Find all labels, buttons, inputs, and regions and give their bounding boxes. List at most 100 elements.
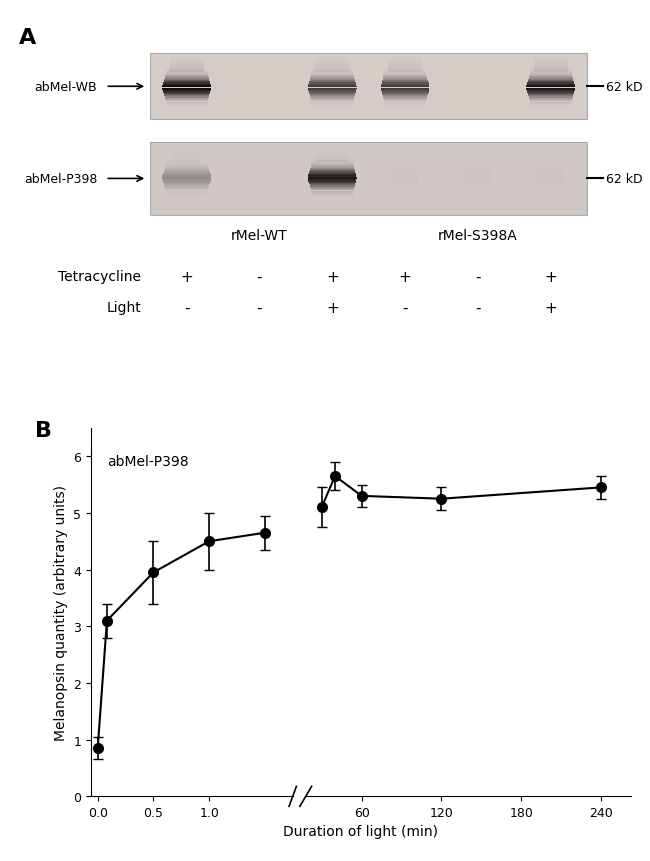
FancyBboxPatch shape <box>310 96 355 97</box>
Text: -: - <box>475 269 480 284</box>
FancyBboxPatch shape <box>528 79 573 81</box>
FancyBboxPatch shape <box>165 189 208 190</box>
FancyBboxPatch shape <box>309 95 355 96</box>
FancyBboxPatch shape <box>162 181 211 183</box>
FancyBboxPatch shape <box>392 178 419 180</box>
FancyBboxPatch shape <box>311 77 354 78</box>
FancyBboxPatch shape <box>164 171 209 172</box>
FancyBboxPatch shape <box>526 84 575 86</box>
FancyBboxPatch shape <box>392 174 419 177</box>
FancyBboxPatch shape <box>392 177 419 178</box>
FancyBboxPatch shape <box>309 94 356 95</box>
Text: -: - <box>257 300 262 316</box>
FancyBboxPatch shape <box>311 166 354 167</box>
FancyBboxPatch shape <box>310 78 354 79</box>
FancyBboxPatch shape <box>308 86 356 87</box>
FancyBboxPatch shape <box>534 65 567 67</box>
Text: +: + <box>398 269 411 284</box>
FancyBboxPatch shape <box>538 178 564 180</box>
FancyBboxPatch shape <box>170 65 203 67</box>
FancyBboxPatch shape <box>381 90 429 91</box>
FancyBboxPatch shape <box>309 183 356 185</box>
FancyBboxPatch shape <box>164 95 209 96</box>
FancyBboxPatch shape <box>465 178 491 180</box>
FancyBboxPatch shape <box>384 102 426 103</box>
FancyBboxPatch shape <box>528 97 573 98</box>
FancyBboxPatch shape <box>530 101 572 102</box>
FancyBboxPatch shape <box>529 77 572 78</box>
FancyBboxPatch shape <box>163 174 210 175</box>
FancyBboxPatch shape <box>309 82 356 84</box>
FancyBboxPatch shape <box>309 172 356 174</box>
FancyBboxPatch shape <box>166 74 208 76</box>
FancyBboxPatch shape <box>528 95 573 96</box>
Text: -: - <box>257 269 262 284</box>
Text: rMel-S398A: rMel-S398A <box>438 229 518 243</box>
FancyBboxPatch shape <box>308 91 356 92</box>
FancyBboxPatch shape <box>311 76 354 77</box>
FancyBboxPatch shape <box>166 73 207 74</box>
FancyBboxPatch shape <box>311 190 354 191</box>
FancyBboxPatch shape <box>528 81 573 82</box>
FancyBboxPatch shape <box>309 174 356 175</box>
FancyBboxPatch shape <box>162 180 211 181</box>
FancyBboxPatch shape <box>315 71 349 72</box>
FancyBboxPatch shape <box>526 86 575 87</box>
FancyBboxPatch shape <box>526 91 575 92</box>
FancyBboxPatch shape <box>527 92 574 94</box>
FancyBboxPatch shape <box>309 171 355 172</box>
FancyBboxPatch shape <box>164 188 209 189</box>
FancyBboxPatch shape <box>526 87 575 89</box>
FancyBboxPatch shape <box>384 98 426 100</box>
Text: +: + <box>544 300 557 316</box>
FancyBboxPatch shape <box>164 185 209 186</box>
FancyBboxPatch shape <box>308 175 356 176</box>
FancyBboxPatch shape <box>311 167 354 169</box>
FancyBboxPatch shape <box>538 181 564 183</box>
FancyBboxPatch shape <box>309 92 356 94</box>
FancyBboxPatch shape <box>165 100 208 101</box>
FancyBboxPatch shape <box>162 84 211 86</box>
Text: A: A <box>20 28 36 48</box>
FancyBboxPatch shape <box>165 167 208 169</box>
FancyBboxPatch shape <box>381 91 429 92</box>
FancyBboxPatch shape <box>164 81 209 82</box>
FancyBboxPatch shape <box>164 94 210 95</box>
FancyBboxPatch shape <box>382 95 428 96</box>
FancyBboxPatch shape <box>382 92 428 94</box>
FancyBboxPatch shape <box>384 73 426 74</box>
FancyBboxPatch shape <box>528 78 573 79</box>
FancyBboxPatch shape <box>162 90 211 91</box>
FancyBboxPatch shape <box>311 193 353 194</box>
FancyBboxPatch shape <box>317 159 348 161</box>
FancyBboxPatch shape <box>164 172 210 174</box>
FancyBboxPatch shape <box>308 180 356 181</box>
FancyBboxPatch shape <box>381 86 429 87</box>
FancyBboxPatch shape <box>388 69 422 71</box>
FancyBboxPatch shape <box>164 96 209 97</box>
FancyBboxPatch shape <box>530 74 572 76</box>
Text: rMel-WT: rMel-WT <box>231 229 288 243</box>
FancyBboxPatch shape <box>311 100 354 101</box>
FancyBboxPatch shape <box>308 87 357 89</box>
FancyBboxPatch shape <box>164 79 209 81</box>
FancyBboxPatch shape <box>165 77 208 78</box>
FancyBboxPatch shape <box>382 82 428 84</box>
FancyBboxPatch shape <box>526 89 575 90</box>
FancyBboxPatch shape <box>310 97 354 98</box>
FancyBboxPatch shape <box>170 69 203 71</box>
FancyBboxPatch shape <box>530 102 571 103</box>
FancyBboxPatch shape <box>308 84 356 86</box>
Text: Duration of light (min): Duration of light (min) <box>283 824 438 838</box>
FancyBboxPatch shape <box>166 101 208 102</box>
FancyBboxPatch shape <box>311 102 353 103</box>
FancyBboxPatch shape <box>150 54 587 121</box>
FancyBboxPatch shape <box>164 186 209 188</box>
Y-axis label: Melanopsin quantity (arbitrary units): Melanopsin quantity (arbitrary units) <box>54 485 68 740</box>
FancyBboxPatch shape <box>164 97 209 98</box>
Text: Tetracycline: Tetracycline <box>58 269 141 284</box>
FancyBboxPatch shape <box>165 190 208 191</box>
FancyBboxPatch shape <box>383 97 427 98</box>
FancyBboxPatch shape <box>382 94 428 95</box>
FancyBboxPatch shape <box>384 74 426 76</box>
